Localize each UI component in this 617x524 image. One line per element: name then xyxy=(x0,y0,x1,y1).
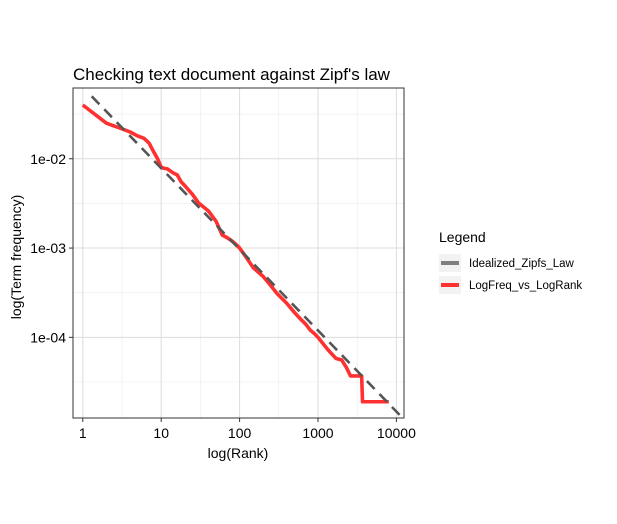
legend-entry-label: LogFreq_vs_LogRank xyxy=(469,280,582,292)
x-tick-label: 1 xyxy=(79,425,87,441)
y-tick-label: 1e-04 xyxy=(30,329,66,345)
grid-major xyxy=(73,88,404,418)
y-tick-label: 1e-03 xyxy=(30,240,66,256)
x-tick-label: 10000 xyxy=(377,425,416,441)
y-axis-label: log(Term frequency) xyxy=(8,195,24,320)
x-tick-label: 1000 xyxy=(302,425,333,441)
x-tick-label: 10 xyxy=(153,425,169,441)
series-layer xyxy=(81,95,404,418)
x-tick-label: 100 xyxy=(228,425,252,441)
x-axis-label: log(Rank) xyxy=(208,445,269,461)
grid-minor xyxy=(73,88,404,418)
chart-title: Checking text document against Zipf's la… xyxy=(73,65,391,84)
series-idealized-zipfs-law xyxy=(90,95,404,418)
x-axis-ticks: 1 10 100 1000 10000 xyxy=(79,418,416,441)
series-logfreq-vs-logrank xyxy=(81,103,389,404)
plot-panel-border xyxy=(72,87,405,419)
y-axis-ticks: 1e-04 1e-03 1e-02 xyxy=(30,151,73,345)
y-tick-label: 1e-02 xyxy=(30,151,66,167)
legend-entry-label: Idealized_Zipfs_Law xyxy=(469,258,575,270)
legend-title: Legend xyxy=(439,229,486,245)
legend: Legend Idealized_Zipfs_Law LogFreq_vs_Log… xyxy=(439,229,582,294)
